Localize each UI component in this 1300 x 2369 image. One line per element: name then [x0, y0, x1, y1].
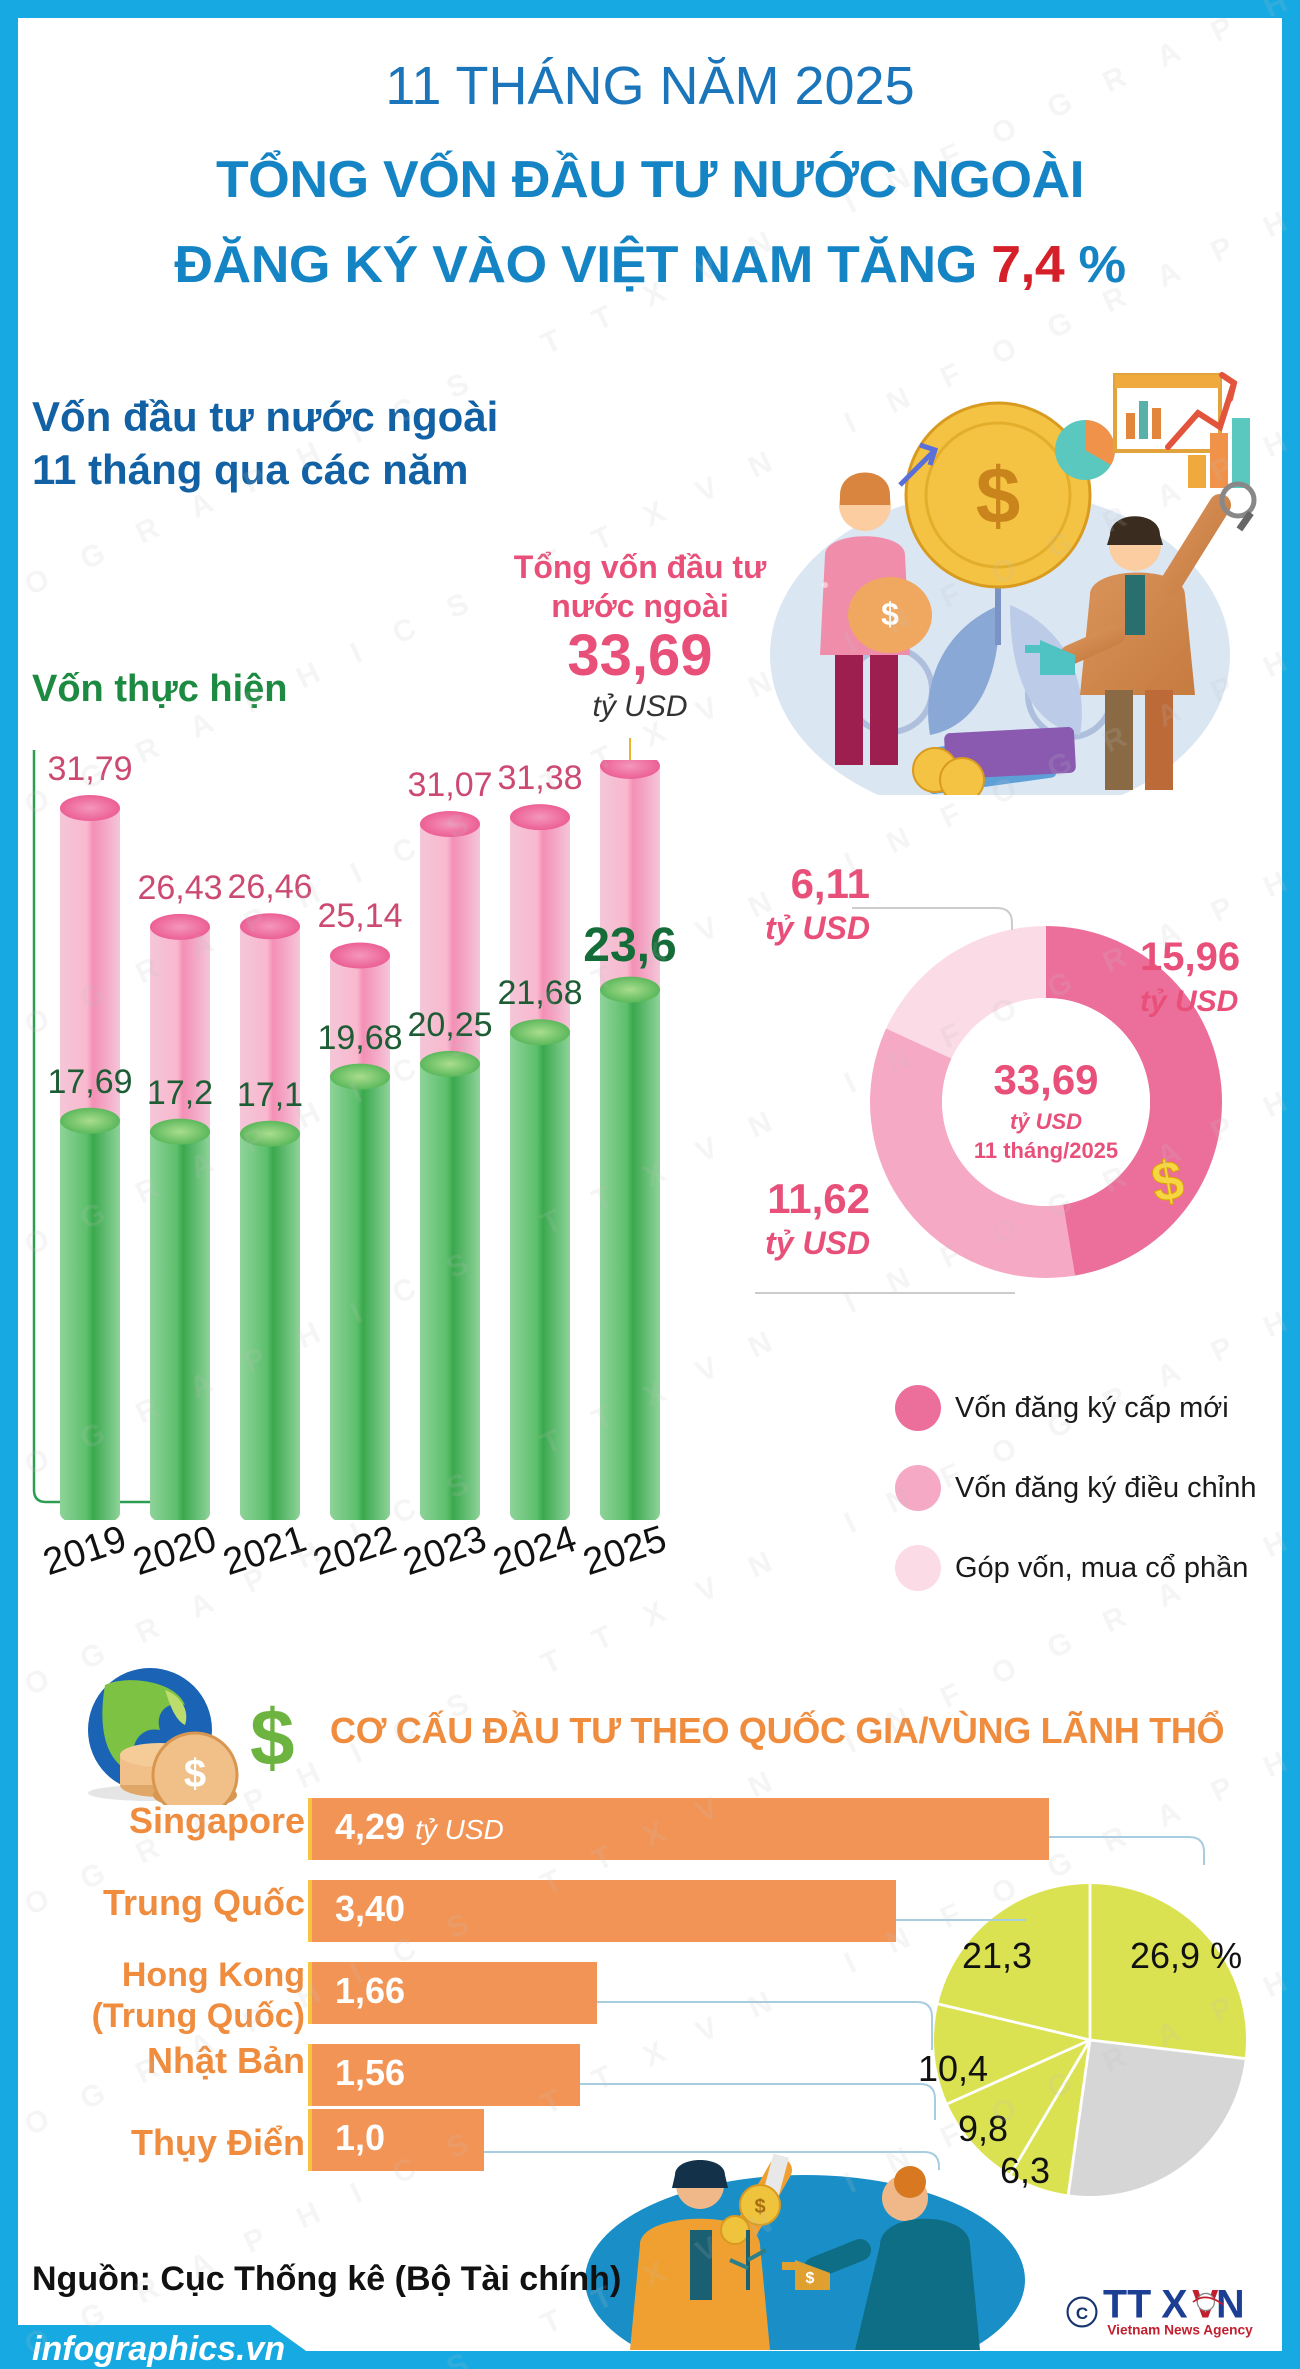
svg-text:$: $ — [976, 451, 1021, 540]
svg-text:33,69: 33,69 — [993, 1056, 1098, 1103]
svg-text:tỷ USD: tỷ USD — [1010, 1109, 1082, 1134]
svg-text:$: $ — [250, 1693, 295, 1782]
svg-text:11 tháng/2025: 11 tháng/2025 — [974, 1138, 1118, 1163]
svg-text:$: $ — [881, 596, 899, 632]
svg-text:$: $ — [184, 1752, 206, 1796]
svg-text:$: $ — [806, 2270, 815, 2287]
svg-text:$: $ — [754, 2196, 765, 2218]
